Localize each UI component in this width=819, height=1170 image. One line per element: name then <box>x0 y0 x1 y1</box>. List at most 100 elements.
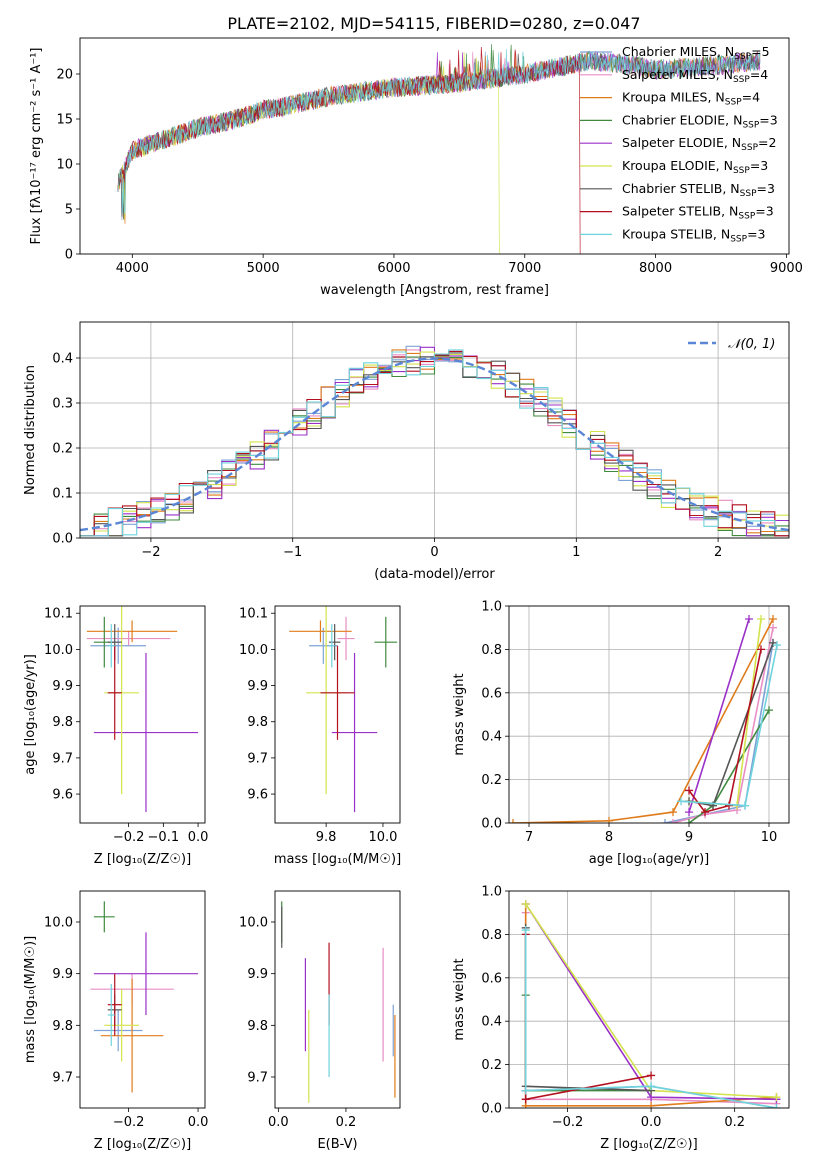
weight-marker <box>521 900 530 909</box>
y-tick-label: 9.8 <box>247 1019 268 1034</box>
x-tick-label: 5000 <box>247 261 280 276</box>
y-tick-label: 0.0 <box>481 817 502 832</box>
axes-z-mass: −0.2 0.0 9.7 9.8 9.9 10.0 Z [log₁₀(Z/Z☉)] mass … <box>23 890 208 1152</box>
errorbar-salpeter-stelib <box>107 973 122 1036</box>
legend-count: =3 <box>755 204 773 219</box>
y-axis-label: mass [log₁₀(M/M☉)] <box>23 936 38 1063</box>
weight-marker <box>605 816 613 823</box>
legend-count: =3 <box>757 181 775 196</box>
x-tick-label: 4000 <box>116 261 149 276</box>
errorbar-chabrier-elodie <box>374 616 398 668</box>
weight-marker <box>685 786 693 795</box>
legend-label-kroupa-elodie: Kroupa ELODIE, NSSP=3 <box>622 158 768 176</box>
weight-line-salpeter-stelib <box>524 934 652 1101</box>
x-tick-label: 0.0 <box>188 830 209 845</box>
errorbar-kroupa-stelib <box>107 624 115 668</box>
spectrum-line-kroupa-stelib <box>117 48 761 215</box>
x-tick-label: 0.2 <box>336 1115 357 1130</box>
weight-marker <box>772 1093 781 1102</box>
legend-subscript: SSP <box>733 166 750 176</box>
y-tick-label: 1.0 <box>481 885 502 900</box>
x-tick-label: 0 <box>430 545 438 560</box>
weight-marker <box>669 808 677 817</box>
errorbar-salpeter-stelib <box>320 645 355 740</box>
y-tick-label: 0.0 <box>481 1102 502 1117</box>
weight-marker <box>509 819 517 823</box>
weight-marker <box>769 615 777 624</box>
x-tick-label: 7 <box>525 830 533 845</box>
y-tick-label: 9.9 <box>52 679 73 694</box>
y-tick-label: 10.0 <box>239 916 268 931</box>
x-tick-label: 9000 <box>770 261 803 276</box>
errorbar-kroupa-stelib <box>328 624 335 668</box>
errorbar-salpeter-miles <box>337 616 355 661</box>
y-axis-label: mass weight <box>452 958 467 1040</box>
plot-area <box>117 44 761 254</box>
weight-line-salpeter-elodie <box>688 618 750 813</box>
legend-count: =2 <box>758 135 776 150</box>
x-tick-label: −2 <box>141 545 160 560</box>
histogram-salpeter-elodie <box>80 346 789 537</box>
y-tick-label: 0 <box>65 248 73 263</box>
axes-z-age: −0.2 −0.1 0.0 9.6 9.7 9.8 9.9 10.0 10.1 Z [log₁₀(… <box>23 605 209 867</box>
plot-area <box>80 345 789 537</box>
x-axis-label: Z [log₁₀(Z/Z☉)] <box>94 852 191 867</box>
y-tick-label: 9.8 <box>52 1019 73 1034</box>
histogram-kroupa-stelib <box>80 349 789 537</box>
spectrum-line-kroupa-elodie <box>117 51 500 254</box>
y-axis-label: Flux [fλ10⁻¹⁷ erg cm⁻² s⁻¹ A⁻¹] <box>29 48 44 245</box>
axes-residuals: −2 −1 0 1 2 0.0 0.1 0.2 0.3 0.4 (data-model)/error… <box>23 321 790 582</box>
y-tick-label: 0.6 <box>481 686 502 701</box>
y-tick-label: 10.0 <box>44 916 73 931</box>
y-tick-label: 15 <box>56 113 73 128</box>
weight-marker <box>521 1086 530 1095</box>
y-axis-label: Normed distribution <box>23 365 38 495</box>
legend-subscript: SSP <box>741 143 758 153</box>
x-axis-label: age [log₁₀(age/yr)] <box>589 852 710 867</box>
x-tick-label: −1 <box>283 545 302 560</box>
x-tick-label: 7000 <box>508 261 541 276</box>
x-axis-label: wavelength [Angstrom, rest frame] <box>320 283 549 298</box>
legend-subscript: SSP <box>742 120 759 130</box>
weight-marker <box>647 1082 656 1091</box>
axes-mass-age: 9.8 10.0 9.6 9.7 9.8 9.9 10.0 10.1 mass [log₁₀(M… <box>239 605 401 867</box>
axes-frame <box>79 37 790 255</box>
legend-count: =5 <box>751 44 769 59</box>
errorbar-salpeter-elodie <box>93 932 199 1015</box>
y-tick-label: 9.9 <box>52 967 73 982</box>
errorbar-chabrier-miles <box>93 1009 143 1052</box>
weight-marker <box>769 623 777 632</box>
axes-frame <box>274 890 401 1109</box>
axes-age-weight: 7 8 9 10 0.0 0.2 0.4 0.6 0.8 1.0 age [log₁₀(age/yr… <box>452 600 790 867</box>
y-tick-label: 0.2 <box>481 1058 502 1073</box>
x-tick-label: 10.0 <box>368 830 397 845</box>
y-tick-label: 0.2 <box>52 442 73 457</box>
axes-z-weight: −0.2 0.0 0.2 0.0 0.2 0.4 0.6 0.8 1.0 Z [log₁₀(Z/Z… <box>452 885 790 1152</box>
y-tick-label: 1.0 <box>481 600 502 615</box>
plot-area <box>86 606 199 813</box>
y-tick-label: 0.3 <box>52 397 73 412</box>
weight-line-kroupa-stelib <box>524 930 777 1108</box>
y-tick-label: 0.0 <box>52 532 73 547</box>
legend-label-chabrier-miles: Chabrier MILES, NSSP=5 <box>622 44 770 62</box>
errorbar-kroupa-stelib <box>107 984 115 1046</box>
plot-area <box>90 901 199 1093</box>
plot-area <box>281 901 396 1103</box>
y-tick-label: 10.1 <box>44 607 73 622</box>
y-axis-label: age [log₁₀(age/yr)] <box>23 654 38 775</box>
errorbar-salpeter-stelib <box>107 645 122 740</box>
y-tick-label: 0.6 <box>481 971 502 986</box>
errorbar-salpeter-elodie <box>93 653 199 813</box>
x-tick-label: 9.8 <box>316 830 337 845</box>
y-tick-label: 9.8 <box>52 715 73 730</box>
errorbar-salpeter-miles <box>86 631 171 646</box>
weight-marker <box>773 641 781 650</box>
legend-label-chabrier-stelib: Chabrier STELIB, NSSP=3 <box>622 181 775 199</box>
axes-frame <box>79 321 790 539</box>
y-tick-label: 9.7 <box>52 1071 73 1086</box>
x-tick-label: 0.0 <box>268 1115 289 1130</box>
legend-subscript: SSP <box>733 75 750 85</box>
plot-area <box>289 606 398 813</box>
weight-marker <box>701 808 709 817</box>
normal-curve <box>80 357 789 532</box>
